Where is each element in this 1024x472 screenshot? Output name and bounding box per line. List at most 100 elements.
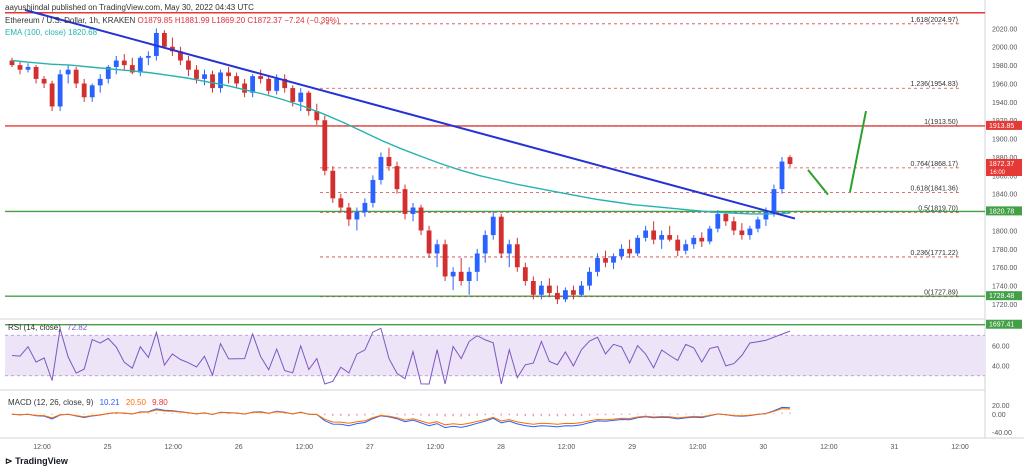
macd-histogram-bar [147, 413, 150, 414]
macd-histogram-bar [332, 413, 334, 416]
x-tick-label: 12:00 [820, 444, 838, 451]
macd-histogram-bar [556, 413, 559, 417]
macd-histogram-bar [588, 413, 591, 416]
macd-histogram-bar [500, 413, 502, 416]
x-tick-label: 12:00 [164, 444, 182, 451]
macd-histogram-bar [733, 413, 735, 415]
candle-body [563, 290, 568, 300]
macd-histogram-bar [773, 413, 775, 414]
candle-body [330, 170, 336, 199]
macd-histogram-bar [227, 413, 230, 415]
candle-body [97, 78, 103, 86]
candle-body [715, 213, 721, 229]
candle-body [538, 285, 544, 295]
macd-histogram-bar [372, 413, 374, 415]
macd-histogram-bar [340, 413, 342, 416]
candle-body [506, 244, 512, 254]
candle-body [274, 78, 280, 91]
macd-histogram-bar [179, 413, 182, 414]
macd-histogram-bar [364, 413, 366, 416]
candle-body [161, 32, 167, 47]
price-axis-badge-sublabel: 16:00 [990, 170, 1006, 176]
y-tick-label: 1960.00 [992, 81, 1017, 88]
macd-histogram-bar [444, 413, 446, 417]
x-tick-label: 12:00 [558, 444, 576, 451]
macd-histogram-bar [476, 413, 478, 416]
macd-histogram-bar [251, 413, 254, 415]
y-tick-label: 1840.00 [992, 192, 1017, 199]
y-tick-label: 1740.00 [992, 284, 1017, 291]
candle-body [755, 219, 761, 229]
candle-body [482, 235, 488, 254]
candle-body [514, 244, 520, 268]
macd-histogram-bar [677, 413, 679, 415]
projection-arrow-down [807, 169, 829, 196]
candle-body [250, 76, 256, 93]
y-tick-label: 1900.00 [992, 137, 1017, 144]
candle-body [33, 66, 39, 79]
candle-body [194, 69, 199, 79]
candle-body [298, 92, 304, 102]
macd-val-1: 10.21 [99, 398, 120, 407]
macd-histogram-bar [532, 413, 535, 417]
macd-histogram-bar [203, 413, 206, 415]
y-tick-label: 1780.00 [992, 247, 1017, 254]
macd-histogram-bar [620, 413, 623, 415]
candle-body [202, 74, 207, 79]
macd-histogram-bar [604, 413, 607, 416]
candle-body [153, 32, 159, 56]
rsi-band [5, 335, 985, 376]
symbol-header: Ethereum / U.S. Dollar, 1h, KRAKEN O1879… [5, 16, 339, 25]
candle-body [474, 253, 480, 272]
price-axis-badge-label: 1872.37 [989, 161, 1014, 168]
macd-histogram-bar [83, 413, 85, 415]
macd-histogram-bar [348, 413, 350, 417]
candle-body [763, 212, 769, 220]
candle-body [234, 76, 239, 84]
candle-body [81, 83, 87, 98]
macd-histogram-bar [420, 413, 422, 416]
candle-body [458, 271, 464, 282]
x-tick-label: 28 [497, 444, 505, 451]
macd-name: MACD (12, 26, close, 9) [8, 398, 94, 407]
candle-body [57, 74, 63, 107]
candle-body [322, 120, 328, 171]
fib-level-label: 0.764(1868.17) [911, 161, 958, 168]
candle-body [667, 235, 673, 240]
price-axis-badge [986, 291, 1022, 301]
x-tick-label: 27 [366, 444, 374, 451]
candle-body [579, 285, 584, 295]
macd-signal-line [11, 408, 791, 426]
candle-body [242, 83, 248, 93]
macd-histogram-bar [155, 412, 158, 414]
candle-body [554, 292, 560, 300]
macd-val-2: 20.50 [125, 398, 146, 407]
candle-body [490, 216, 496, 236]
candle-body [137, 57, 143, 73]
macd-histogram-bar [436, 413, 438, 416]
tradingview-logo[interactable]: ⊳ TradingView [5, 456, 68, 467]
macd-histogram-bar [572, 413, 575, 417]
candle-body [258, 76, 264, 79]
macd-histogram-bar [548, 413, 551, 417]
macd-histogram-bar [219, 413, 222, 415]
candle-body [370, 179, 376, 203]
candle-body [25, 66, 31, 70]
candle-body [426, 230, 432, 254]
price-axis-badge-label: 1913.85 [989, 123, 1014, 130]
candle-body [89, 85, 95, 98]
candle-body [145, 55, 151, 58]
candle-body [739, 230, 745, 236]
candle-body [266, 78, 272, 91]
candle-body [587, 271, 592, 286]
x-tick-label: 12:00 [427, 444, 445, 451]
candle-body [659, 235, 665, 240]
macd-histogram-bar [468, 413, 470, 417]
candle-body [571, 290, 576, 295]
macd-histogram-bar [789, 412, 791, 414]
macd-histogram-bar [300, 413, 302, 415]
price-axis-badge-label: 1728.48 [989, 293, 1014, 300]
candle-body [49, 83, 55, 107]
candle-body [402, 189, 408, 214]
